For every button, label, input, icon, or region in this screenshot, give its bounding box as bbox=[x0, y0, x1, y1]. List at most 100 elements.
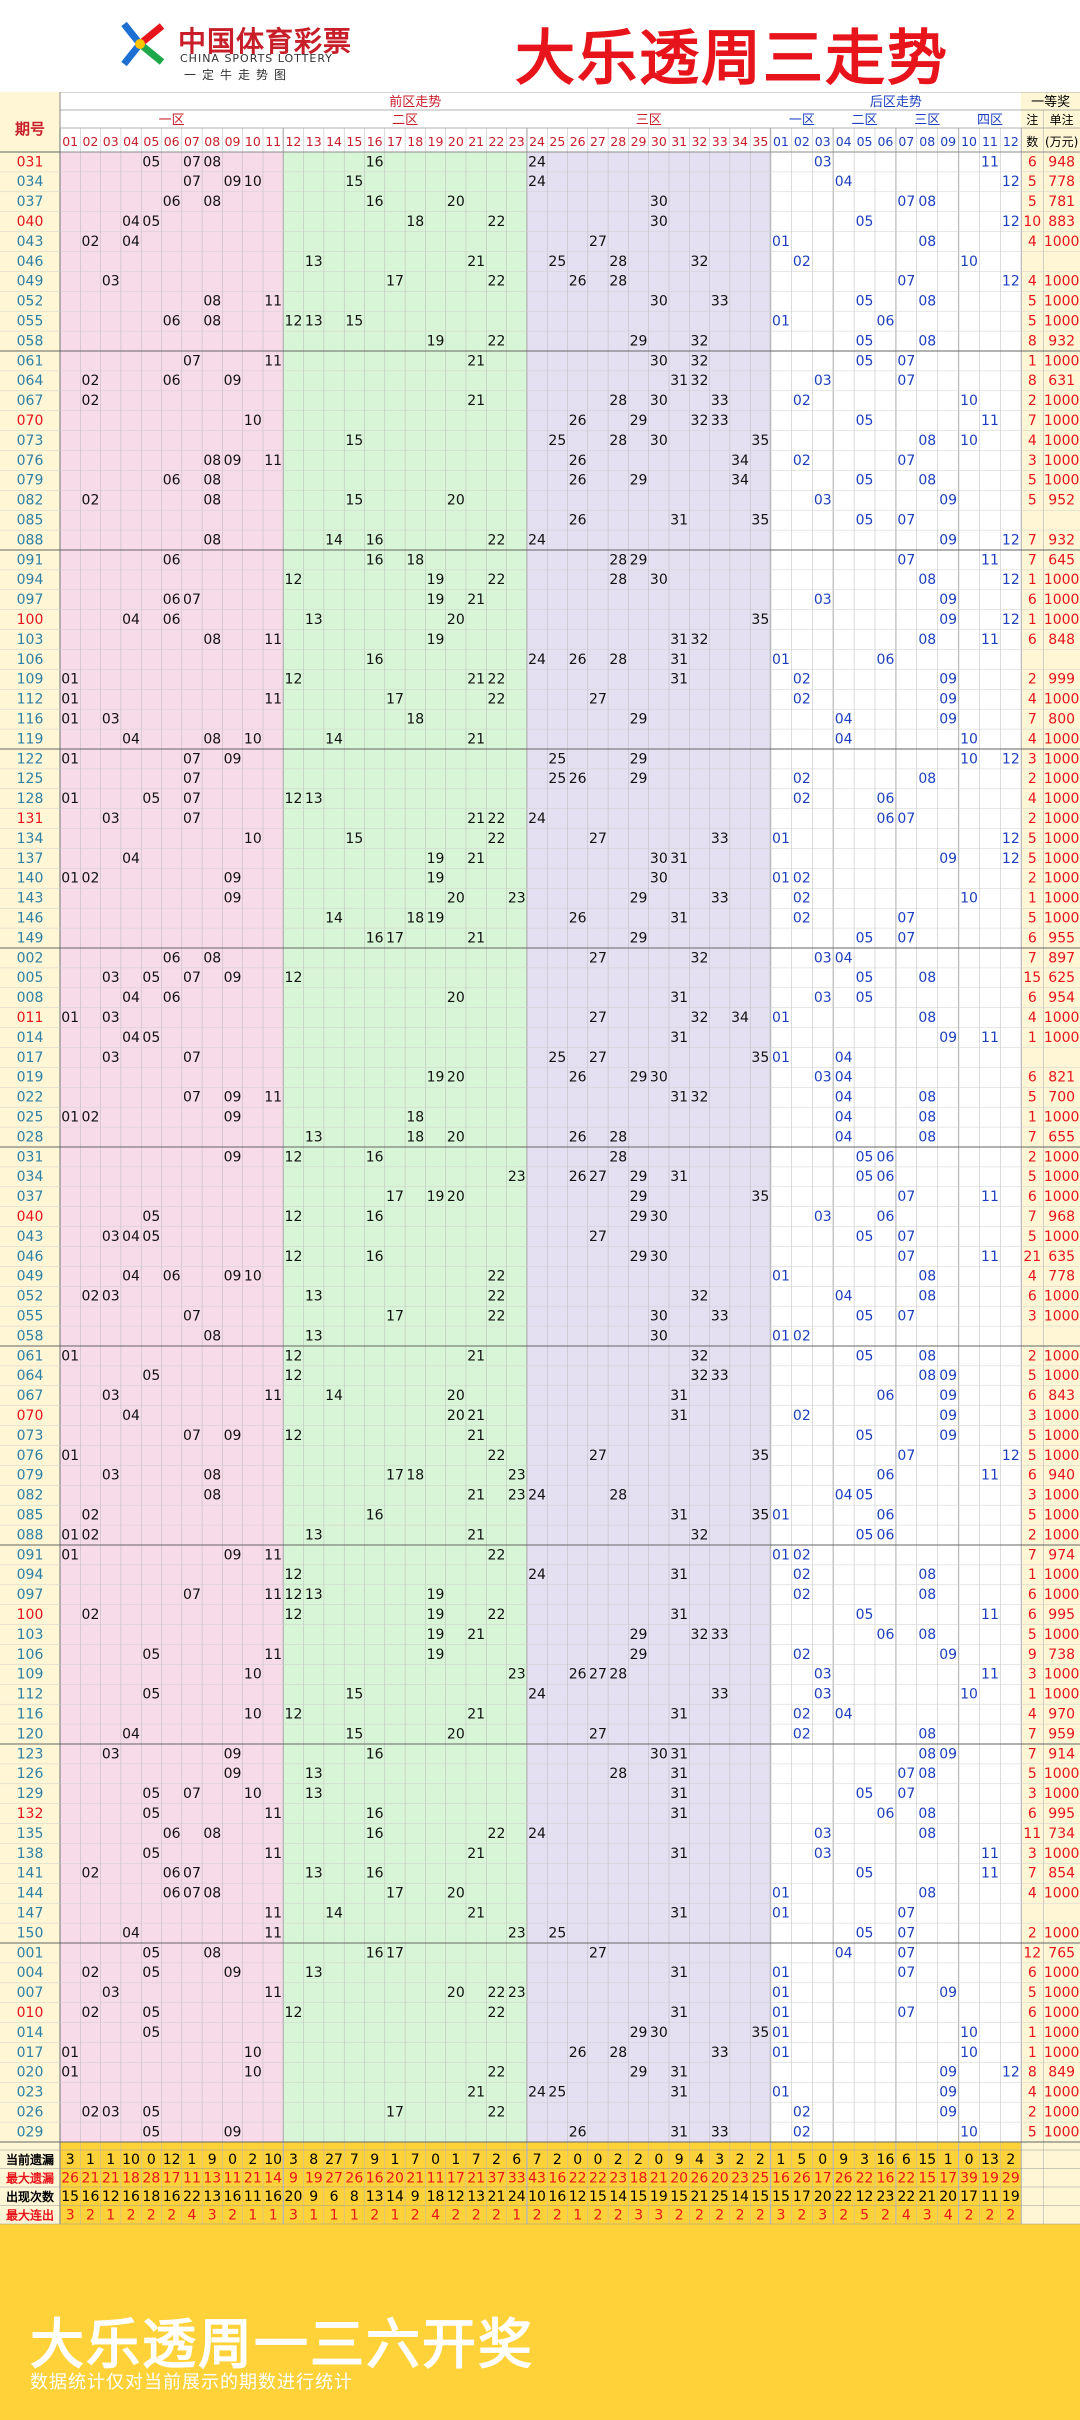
front-number-header: 03 bbox=[103, 134, 119, 149]
front-ball: 31 bbox=[670, 1906, 688, 1922]
stat-front-value: 2 bbox=[370, 2207, 379, 2223]
stat-front-value: 2 bbox=[248, 2152, 257, 2168]
stat-front-value: 2 bbox=[167, 2207, 176, 2223]
front-ball: 04 bbox=[122, 1030, 140, 1046]
front-ball: 33 bbox=[711, 1368, 729, 1384]
stat-front-value: 11 bbox=[183, 2170, 201, 2186]
front-number-header: 23 bbox=[509, 134, 525, 149]
stat-front-value: 2 bbox=[533, 2207, 542, 2223]
front-ball: 35 bbox=[751, 612, 769, 628]
winner-count: 15 bbox=[1023, 970, 1041, 986]
stat-front-value: 0 bbox=[147, 2152, 156, 2168]
back-ball: 08 bbox=[918, 771, 936, 787]
front-ball: 09 bbox=[224, 373, 242, 389]
stat-back-value: 15 bbox=[918, 2152, 936, 2168]
front-ball: 22 bbox=[488, 2005, 506, 2021]
period-label: 091 bbox=[17, 1547, 44, 1563]
back-ball: 02 bbox=[793, 672, 811, 688]
stat-front-value: 2 bbox=[593, 2207, 602, 2223]
stat-front-value: 19 bbox=[305, 2170, 323, 2186]
back-number-header: 01 bbox=[773, 134, 789, 149]
front-ball: 32 bbox=[691, 1368, 709, 1384]
front-ball: 13 bbox=[305, 1328, 323, 1344]
stat-front-value: 16 bbox=[548, 2189, 566, 2205]
back-ball: 08 bbox=[918, 970, 936, 986]
front-ball: 06 bbox=[163, 473, 181, 489]
back-ball: 12 bbox=[1002, 274, 1020, 290]
stat-front-value: 15 bbox=[751, 2189, 769, 2205]
front-ball: 31 bbox=[670, 2065, 688, 2081]
stat-back-value: 17 bbox=[814, 2170, 832, 2186]
prize-amount: 1000 bbox=[1044, 2045, 1080, 2061]
front-number-header: 24 bbox=[529, 134, 545, 149]
back-ball: 11 bbox=[981, 1030, 999, 1046]
stat-front-value: 25 bbox=[711, 2189, 729, 2205]
winner-count: 4 bbox=[1028, 1886, 1037, 1902]
front-ball: 25 bbox=[548, 1050, 566, 1066]
stat-front-value: 16 bbox=[163, 2189, 181, 2205]
back-ball: 07 bbox=[897, 552, 915, 568]
back-ball: 02 bbox=[793, 453, 811, 469]
front-ball: 04 bbox=[122, 234, 140, 250]
front-ball: 20 bbox=[447, 194, 465, 210]
winner-count: 4 bbox=[1028, 234, 1037, 250]
front-ball: 07 bbox=[183, 1866, 201, 1882]
stat-front-value: 3 bbox=[289, 2152, 298, 2168]
prize-amount: 1000 bbox=[1044, 1110, 1080, 1126]
back-ball: 04 bbox=[835, 712, 853, 728]
front-ball: 01 bbox=[61, 2065, 79, 2081]
winner-count: 7 bbox=[1028, 413, 1037, 429]
winner-count: 7 bbox=[1028, 532, 1037, 548]
winner-count: 5 bbox=[1028, 314, 1037, 330]
front-ball: 13 bbox=[305, 254, 323, 270]
stat-front-value: 3 bbox=[289, 2207, 298, 2223]
winner-count: 8 bbox=[1028, 2065, 1037, 2081]
back-ball: 05 bbox=[856, 333, 874, 349]
stat-front-value: 2 bbox=[492, 2152, 501, 2168]
period-label: 088 bbox=[17, 1527, 44, 1543]
stat-back-value: 26 bbox=[793, 2170, 811, 2186]
stat-front-value: 37 bbox=[488, 2170, 506, 2186]
period-label: 073 bbox=[17, 1428, 44, 1444]
amount-header: 单注 bbox=[1050, 112, 1074, 127]
period-label: 010 bbox=[17, 2005, 44, 2021]
back-ball: 09 bbox=[939, 1368, 957, 1384]
winner-count: 1 bbox=[1028, 891, 1037, 907]
back-ball: 03 bbox=[814, 1667, 832, 1683]
front-number-header: 18 bbox=[407, 134, 423, 149]
winner-count: 4 bbox=[1028, 1269, 1037, 1285]
logo-subtitle: 一定牛走势图 bbox=[184, 68, 293, 82]
front-ball: 19 bbox=[427, 1627, 445, 1643]
front-ball: 26 bbox=[569, 1667, 587, 1683]
winner-count: 5 bbox=[1028, 1428, 1037, 1444]
front-ball: 30 bbox=[650, 1070, 668, 1086]
front-ball: 12 bbox=[285, 1368, 303, 1384]
period-label: 135 bbox=[17, 1826, 44, 1842]
front-ball: 29 bbox=[630, 712, 648, 728]
winner-count: 6 bbox=[1028, 990, 1037, 1006]
front-ball: 16 bbox=[366, 154, 384, 170]
front-ball: 30 bbox=[650, 1746, 668, 1762]
period-label: 005 bbox=[17, 970, 44, 986]
back-ball: 01 bbox=[772, 2045, 790, 2061]
prize-amount: 734 bbox=[1048, 1826, 1075, 1842]
stat-front-value: 21 bbox=[488, 2189, 506, 2205]
front-ball: 16 bbox=[366, 930, 384, 946]
front-number-header: 01 bbox=[62, 134, 78, 149]
prize-amount: 1000 bbox=[1044, 1667, 1080, 1683]
front-ball: 27 bbox=[589, 1229, 607, 1245]
stat-front-value: 8 bbox=[350, 2189, 359, 2205]
front-ball: 09 bbox=[224, 453, 242, 469]
front-ball: 28 bbox=[609, 552, 627, 568]
period-label: 011 bbox=[17, 1010, 44, 1026]
period-label: 082 bbox=[17, 493, 44, 509]
stat-back-value: 3 bbox=[818, 2207, 827, 2223]
front-ball: 13 bbox=[305, 791, 323, 807]
period-label: 040 bbox=[17, 214, 44, 230]
front-ball: 08 bbox=[203, 473, 221, 489]
front-ball: 09 bbox=[224, 871, 242, 887]
front-ball: 21 bbox=[467, 851, 485, 867]
front-ball: 05 bbox=[142, 1806, 160, 1822]
stat-front-value: 2 bbox=[553, 2207, 562, 2223]
period-label: 017 bbox=[17, 1050, 44, 1066]
